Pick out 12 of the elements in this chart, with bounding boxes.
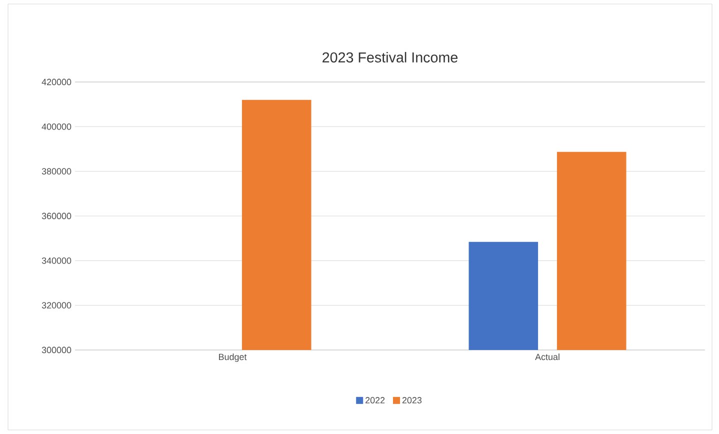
y-tick-label: 360000 [42, 212, 72, 220]
y-tick-label: 300000 [42, 346, 72, 354]
y-tick-label: 400000 [42, 123, 72, 130]
y-tick-label: 420000 [42, 78, 72, 86]
y-tick-label: 320000 [42, 302, 72, 308]
x-tick-label: Actual [535, 354, 560, 360]
y-tick-label: 340000 [42, 257, 72, 264]
chart-title: 2023 Festival Income [322, 52, 458, 62]
x-tick-label: Budget [219, 354, 247, 362]
y-tick-label: 380000 [42, 168, 72, 174]
legend-label: 2023 [402, 397, 422, 404]
legend-label: 2022 [366, 397, 385, 404]
